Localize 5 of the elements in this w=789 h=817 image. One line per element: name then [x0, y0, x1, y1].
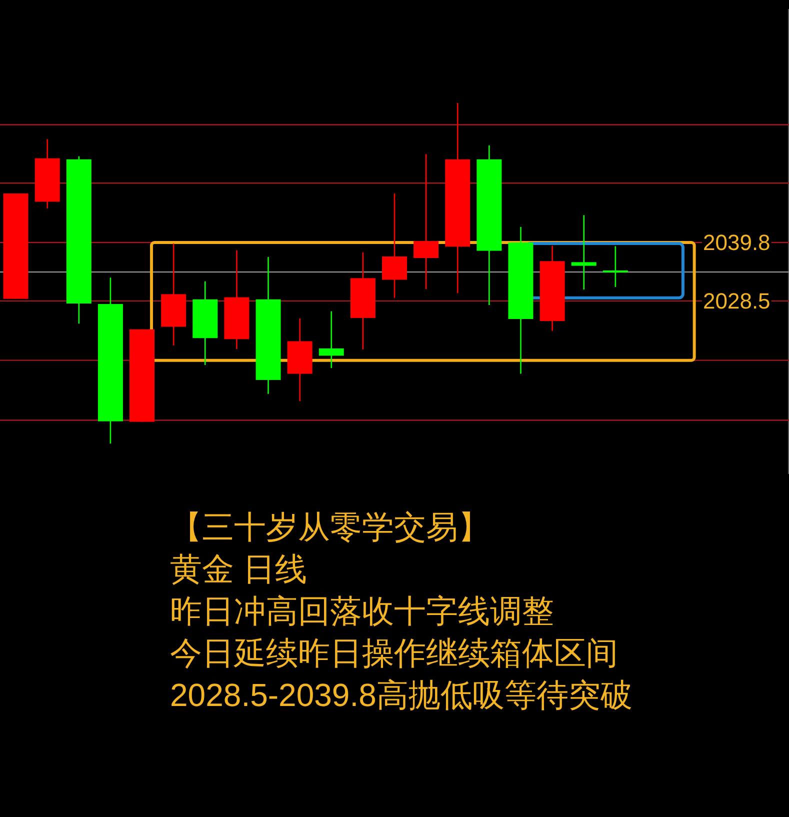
annotation: 今日延续昨日操作继续箱体区间 — [170, 635, 618, 671]
subtitle: 黄金 日线 — [170, 551, 307, 587]
title: 【三十岁从零学交易】 — [170, 509, 490, 545]
annotation: 昨日冲高回落收十字线调整 — [170, 593, 554, 629]
annotation: 2028.5-2039.8高抛低吸等待突破 — [170, 677, 632, 713]
